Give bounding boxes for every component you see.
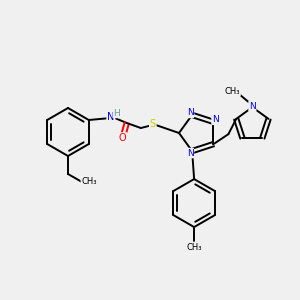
Text: CH₃: CH₃	[186, 243, 202, 252]
Text: N: N	[212, 115, 219, 124]
Text: CH₃: CH₃	[225, 87, 240, 96]
Text: CH₃: CH₃	[81, 178, 97, 187]
Text: N: N	[249, 102, 256, 111]
Text: S: S	[150, 119, 156, 129]
Text: N: N	[187, 108, 194, 117]
Text: N: N	[187, 148, 194, 158]
Text: H: H	[113, 109, 120, 118]
Text: O: O	[119, 133, 127, 143]
Text: N: N	[107, 112, 115, 122]
